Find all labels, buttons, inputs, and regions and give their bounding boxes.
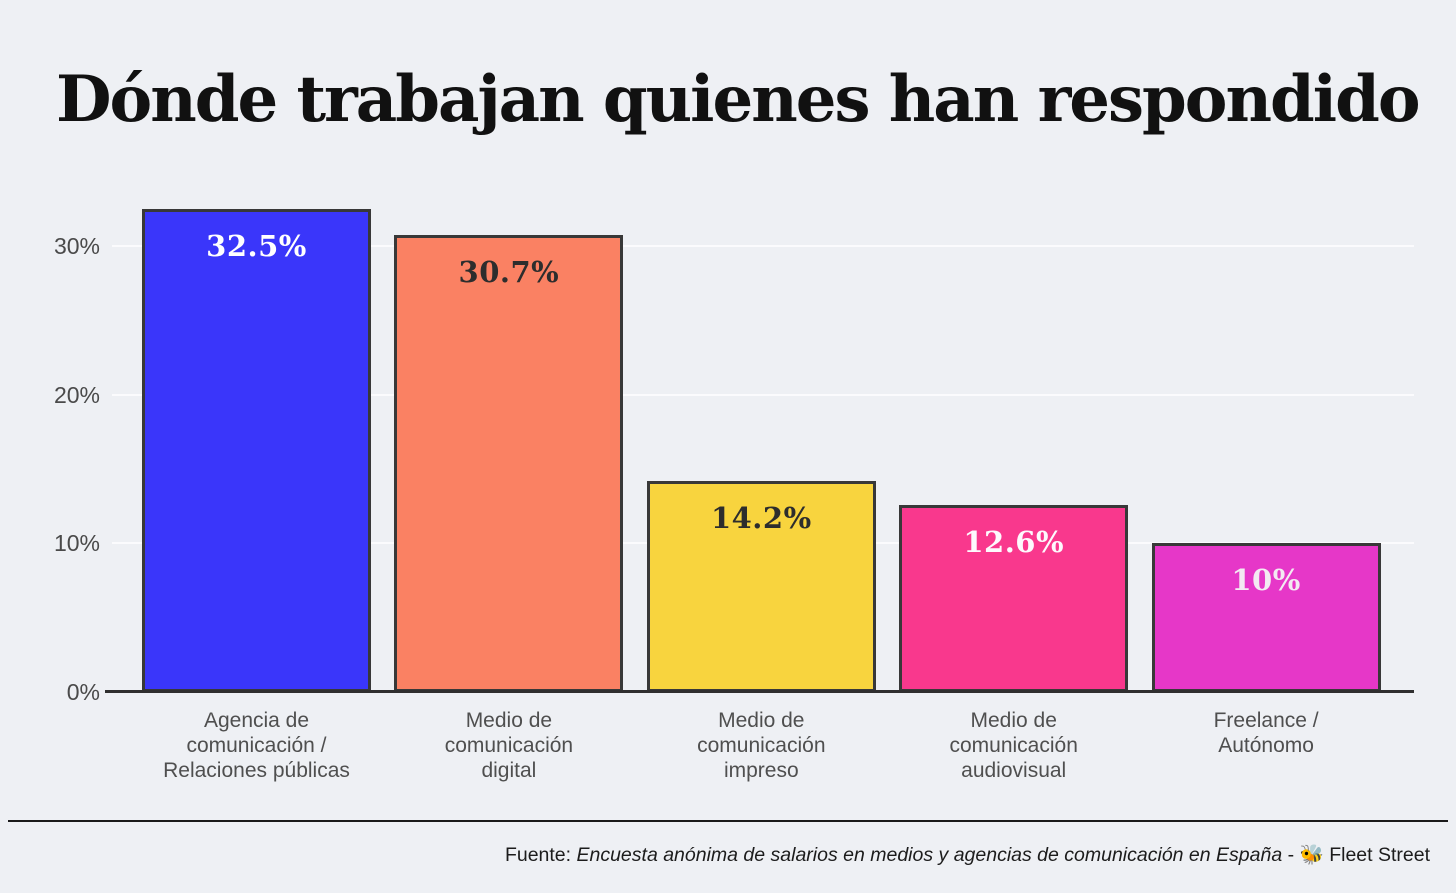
- bar-2: 30.7%: [394, 235, 624, 692]
- source-attribution: Fuente: Encuesta anónima de salarios en …: [505, 843, 1430, 867]
- ytick-label-30: 30%: [53, 232, 100, 259]
- bar-3: 14.2%: [646, 481, 876, 692]
- bar-value-label-1: 32.5%: [206, 229, 307, 263]
- category-label-2: Medio de comunicación digital: [444, 709, 574, 782]
- category-label-5: Freelance / Autónomo: [1213, 709, 1319, 757]
- ytick-label-20: 20%: [53, 381, 100, 408]
- category-label-1: Agencia de comunicación / Relaciones púb…: [163, 709, 350, 782]
- bar-value-label-5: 10%: [1231, 563, 1301, 597]
- bar-5: 10%: [1151, 543, 1381, 692]
- category-label-4: Medio de comunicación audiovisual: [949, 709, 1078, 782]
- gridline-30: [112, 244, 1414, 247]
- ytick-label-10: 10%: [53, 530, 100, 557]
- gridline-20: [112, 393, 1414, 396]
- ytick-label-0: 0%: [66, 679, 100, 705]
- source-suffix: - 🐝 Fleet Street: [1282, 844, 1430, 866]
- category-label-3: Medio de comunicación impreso: [697, 709, 826, 782]
- x-axis-baseline: [105, 690, 1414, 693]
- bar-value-label-2: 30.7%: [458, 255, 560, 289]
- bar-value-label-4: 12.6%: [963, 525, 1065, 559]
- bar-value-label-3: 14.2%: [710, 501, 812, 535]
- source-prefix: Fuente:: [504, 844, 577, 866]
- source-title: Encuesta anónima de salarios en medios y…: [576, 844, 1283, 866]
- chart-title: Dónde trabajan quienes han respondido: [56, 62, 1421, 137]
- bar-1: 32.5%: [142, 209, 371, 692]
- footer-divider: [8, 820, 1448, 822]
- bar-4: 12.6%: [899, 505, 1129, 692]
